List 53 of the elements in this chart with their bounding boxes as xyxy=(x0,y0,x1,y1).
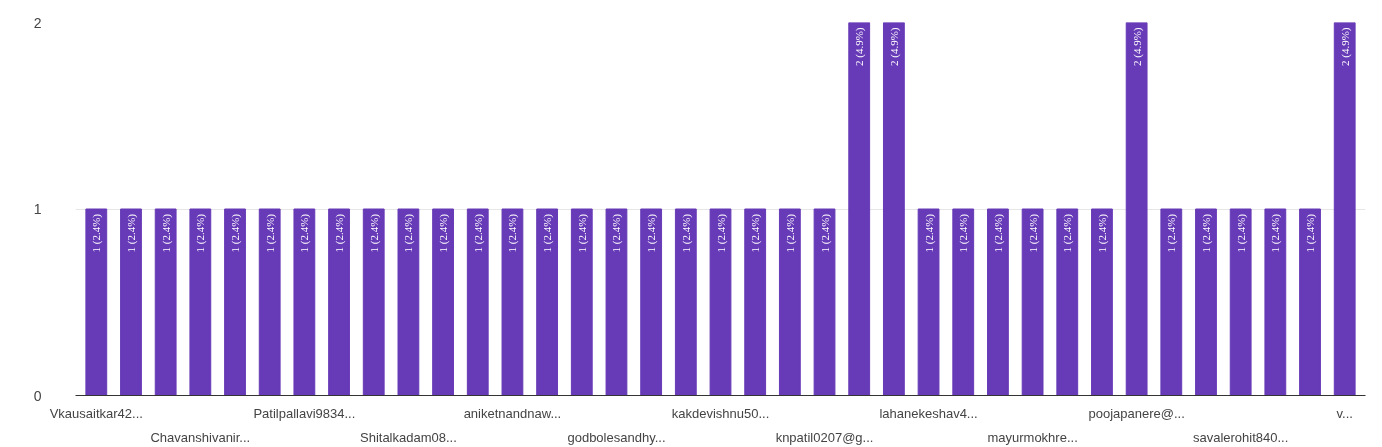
y-tick-label: 2 xyxy=(33,14,42,31)
data-label: 1 (2.4%) xyxy=(749,213,763,253)
x-tick-label: Shitalkadam08... xyxy=(359,429,457,445)
data-label: 1 (2.4%) xyxy=(679,213,693,253)
data-label: 1 (2.4%) xyxy=(1095,213,1109,253)
data-label: 2 (4.9%) xyxy=(853,27,867,66)
data-label: 1 (2.4%) xyxy=(541,213,555,253)
data-label: 1 (2.4%) xyxy=(714,213,728,253)
data-label: 1 (2.4%) xyxy=(991,213,1005,253)
data-label: 1 (2.4%) xyxy=(1234,213,1248,253)
x-tick-label: Patilpallavi9834... xyxy=(253,405,356,421)
x-tick-label: Vkausaitkar42... xyxy=(49,405,143,421)
data-label: 1 (2.4%) xyxy=(506,213,520,253)
data-label: 2 (4.9%) xyxy=(1338,27,1352,66)
data-label: 1 (2.4%) xyxy=(1165,213,1179,253)
data-label: 1 (2.4%) xyxy=(367,213,381,253)
data-label: 1 (2.4%) xyxy=(90,213,104,253)
data-label: 1 (2.4%) xyxy=(229,213,243,253)
data-label: 1 (2.4%) xyxy=(1061,213,1075,253)
x-tick-label: savalerohit840... xyxy=(1192,429,1289,445)
x-tick-label: Chavanshivanir... xyxy=(150,429,251,445)
data-label: 1 (2.4%) xyxy=(1026,213,1040,253)
x-tick-label: aniketnandnaw... xyxy=(463,405,562,421)
data-label: 1 (2.4%) xyxy=(471,213,485,253)
data-label: 1 (2.4%) xyxy=(402,213,416,253)
data-label: 1 (2.4%) xyxy=(124,213,138,253)
data-label: 1 (2.4%) xyxy=(437,213,451,253)
data-label: 1 (2.4%) xyxy=(575,213,589,253)
x-tick-label: lahanekeshav4... xyxy=(879,405,978,421)
data-label: 1 (2.4%) xyxy=(194,213,208,253)
data-label: 1 (2.4%) xyxy=(263,213,277,253)
x-tick-label: v... xyxy=(1336,405,1353,421)
data-label: 1 (2.4%) xyxy=(645,213,659,253)
data-label: 1 (2.4%) xyxy=(783,213,797,253)
data-label: 1 (2.4%) xyxy=(159,213,173,253)
data-label: 1 (2.4%) xyxy=(957,213,971,253)
data-label: 1 (2.4%) xyxy=(922,213,936,253)
y-tick-label: 0 xyxy=(33,387,42,404)
data-label: 1 (2.4%) xyxy=(610,213,624,253)
x-tick-label: mayurmokhre... xyxy=(987,429,1078,445)
data-label: 1 (2.4%) xyxy=(333,213,347,253)
x-tick-label: kakdevishnu50... xyxy=(671,405,770,421)
x-tick-label: knpatil0207@g... xyxy=(775,429,874,445)
x-tick-label: godbolesandhy... xyxy=(567,429,666,445)
data-label: 1 (2.4%) xyxy=(1304,213,1318,253)
data-label: 2 (4.9%) xyxy=(1130,27,1144,66)
data-label: 1 (2.4%) xyxy=(818,213,832,253)
data-label: 1 (2.4%) xyxy=(1199,213,1213,253)
data-label: 2 (4.9%) xyxy=(887,27,901,66)
x-tick-label: poojapanere@... xyxy=(1088,405,1185,421)
y-tick-label: 1 xyxy=(33,201,42,217)
data-label: 1 (2.4%) xyxy=(1269,213,1283,253)
data-label: 1 (2.4%) xyxy=(298,213,312,253)
